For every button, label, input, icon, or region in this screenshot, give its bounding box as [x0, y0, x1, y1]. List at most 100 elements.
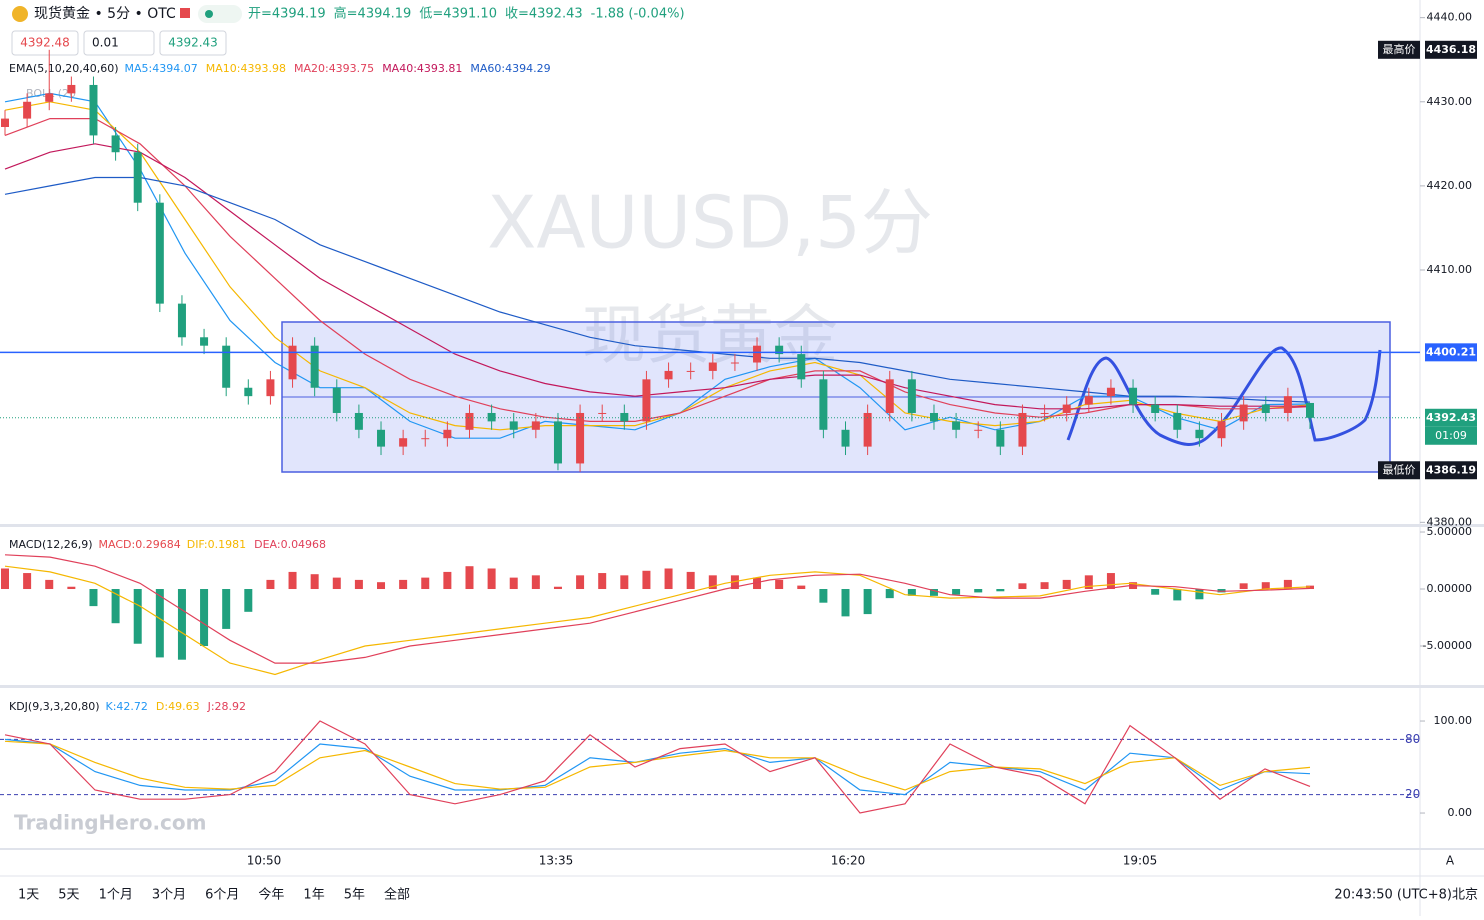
candle-body	[487, 412, 496, 422]
sell-price[interactable]: 4392.48	[20, 36, 70, 50]
ohlc-value: 开=4394.19	[248, 7, 326, 22]
y-tick-label: 4380.00	[1427, 515, 1473, 528]
histogram-bar	[929, 589, 938, 596]
candle-body	[421, 438, 430, 440]
histogram-bar	[819, 589, 828, 603]
histogram-bar	[23, 573, 32, 590]
histogram-bar	[244, 589, 253, 612]
candle-body	[1, 118, 9, 128]
histogram-bar	[753, 577, 762, 590]
range-button[interactable]: 1年	[303, 888, 324, 903]
candle-body	[89, 84, 98, 136]
candle-body	[377, 429, 386, 447]
price-tag-label-box	[1378, 461, 1420, 480]
range-button[interactable]: 3个月	[152, 888, 186, 903]
buy-button[interactable]	[159, 30, 227, 56]
candle-body	[222, 345, 231, 388]
histogram-bar	[222, 589, 231, 629]
candle-body	[1129, 387, 1138, 405]
x-tick-label: 13:35	[539, 854, 574, 868]
legend-entry: MA10:4393.98	[206, 62, 286, 75]
candle-body	[1195, 429, 1204, 439]
histogram-bar	[598, 573, 607, 590]
range-button[interactable]: 1个月	[99, 888, 133, 903]
ohlc-value: -1.88 (-0.04%)	[591, 7, 685, 22]
histogram-bar	[1261, 582, 1270, 590]
price-tag	[1425, 343, 1477, 362]
candle-body	[1084, 396, 1093, 405]
candle-body	[509, 421, 518, 430]
histogram-bar	[133, 589, 142, 644]
histogram-bar	[200, 589, 209, 647]
y-tick-label: 100.00	[1434, 714, 1473, 727]
candle-body	[443, 429, 452, 439]
candle-body	[642, 379, 651, 422]
symbol-icon	[12, 6, 28, 22]
histogram-bar	[708, 575, 717, 590]
legend-entry: MA40:4393.81	[382, 62, 462, 75]
symbol-title[interactable]: 现货黄金 • 5分 • OTC	[34, 5, 176, 22]
candle-body	[133, 152, 142, 203]
range-button[interactable]: 6个月	[205, 888, 239, 903]
indicator-line	[4, 143, 1310, 410]
buy-price[interactable]: 4392.43	[168, 36, 218, 50]
panel-divider	[0, 848, 1484, 850]
scale-mode[interactable]: A	[1446, 854, 1455, 868]
histogram-bar	[686, 571, 695, 590]
status-pill	[198, 5, 242, 23]
candle-body	[155, 202, 164, 304]
indicator-line	[4, 720, 1311, 814]
histogram-bar	[974, 589, 983, 593]
qty-value[interactable]: 0.01	[92, 36, 119, 50]
candle-body	[841, 429, 850, 447]
histogram-bar	[1, 568, 9, 590]
range-button[interactable]: 1天	[18, 888, 39, 903]
y-tick-label: -5.00000	[1423, 639, 1472, 652]
watermark: XAUUSD,5分	[487, 181, 933, 265]
candle-body	[576, 412, 585, 464]
range-button[interactable]: 今年	[258, 887, 284, 903]
histogram-bar	[952, 589, 961, 595]
histogram-bar	[421, 577, 430, 590]
candle-body	[67, 84, 76, 94]
range-button[interactable]: 全部	[384, 887, 410, 903]
candle-body	[45, 93, 54, 102]
range-button[interactable]: 5年	[344, 888, 365, 903]
candle-body	[1306, 402, 1314, 418]
status-dot	[205, 10, 213, 18]
histogram-bar	[797, 585, 806, 590]
y-tick-label: 4410.00	[1427, 263, 1473, 276]
candle-body	[952, 421, 961, 430]
sell-button[interactable]	[11, 30, 79, 56]
histogram-bar	[266, 579, 275, 590]
y-tick-label: 0.00000	[1427, 582, 1473, 595]
indicator-title: MACD(12,26,9)	[9, 538, 93, 551]
candle-body	[929, 412, 938, 422]
candle-body	[553, 421, 562, 464]
candle-body	[797, 354, 806, 380]
candle-body	[1062, 404, 1071, 413]
histogram-bar	[885, 589, 894, 599]
histogram-bar	[553, 586, 562, 590]
indicator-line	[4, 118, 1311, 422]
y-tick-label: 4440.00	[1427, 11, 1473, 24]
pen-drawing	[1066, 346, 1382, 446]
candle-body	[332, 387, 341, 413]
candle-body	[244, 387, 253, 397]
legend-entry: MA5:4394.07	[125, 62, 198, 75]
candle-body	[1151, 404, 1160, 413]
ohlc-value: 高=4394.19	[334, 6, 412, 22]
qty-input[interactable]	[83, 30, 155, 56]
level-label: 20	[1405, 787, 1420, 801]
watermark: 现货黄金	[582, 300, 838, 374]
histogram-bar	[576, 575, 585, 590]
price-tag	[1425, 40, 1477, 59]
candle-body	[1239, 404, 1248, 422]
x-tick-label: 16:20	[831, 854, 866, 868]
candle-body	[531, 421, 540, 430]
range-button[interactable]: 5天	[58, 888, 79, 903]
price-tag-label: 最高价	[1383, 42, 1416, 56]
price-tag-label: 最低价	[1383, 463, 1416, 476]
legend-entry: MA60:4394.29	[470, 62, 550, 75]
histogram-bar	[45, 579, 54, 590]
